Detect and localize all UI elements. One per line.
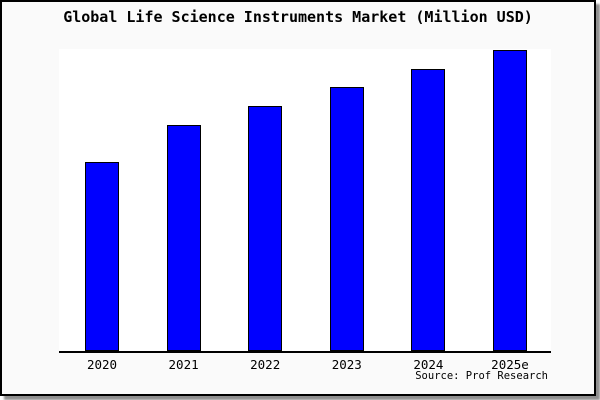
chart-title: Global Life Science Instruments Market (… xyxy=(63,8,533,26)
bar-2022 xyxy=(248,106,283,351)
bar-2023 xyxy=(329,87,364,351)
x-tick-2022: 2022 xyxy=(250,357,281,372)
bar-2020 xyxy=(85,162,119,351)
bar-2025e xyxy=(493,50,527,351)
source-credit: Source: Prof Research xyxy=(415,370,548,382)
x-tick-2023: 2023 xyxy=(331,357,362,372)
x-tick-2020: 2020 xyxy=(86,357,118,372)
plot-area xyxy=(59,49,551,353)
x-tick-2021: 2021 xyxy=(168,357,199,372)
bar-2024 xyxy=(411,69,446,351)
bar-2021 xyxy=(166,125,201,351)
x-tick-2025e: 2025e xyxy=(491,357,529,372)
x-tick-2024: 2024 xyxy=(413,357,444,372)
